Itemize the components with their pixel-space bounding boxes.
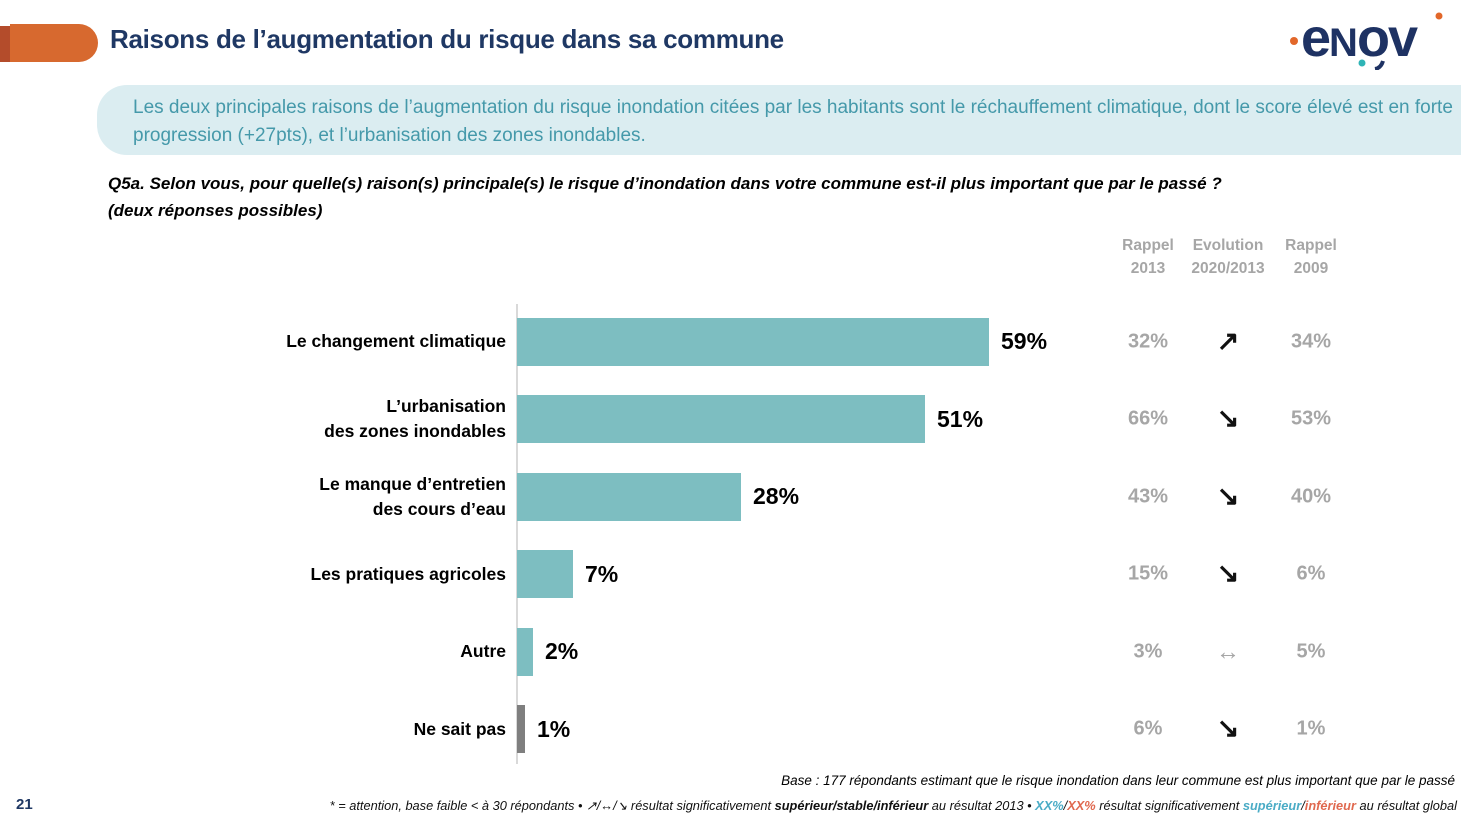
logo-dot-left — [1290, 37, 1298, 45]
value-label: 7% — [585, 560, 619, 587]
bar — [517, 705, 525, 754]
rappel-2013-value: 15% — [1127, 562, 1169, 585]
value-label: 1% — [537, 715, 571, 742]
trend-arrow-icon: ↔ — [1216, 638, 1240, 666]
rappel-2009-value: 1% — [1296, 717, 1326, 740]
bar-chart: Le changement climatique 59% 32% ↗ 34% L… — [0, 303, 1461, 768]
trend-arrow-icon: ↘ — [1216, 403, 1240, 434]
bar — [517, 472, 741, 521]
category-label: Le manque d’entretien des cours d’eau — [319, 473, 506, 519]
category-label: Autre — [460, 641, 506, 662]
summary-text: Les deux principales raisons de l’augmen… — [133, 97, 1453, 146]
rappel-2009-value: 53% — [1290, 407, 1332, 430]
rappel-2013-value: 43% — [1127, 485, 1169, 508]
footnote-legend: * = attention, base faible < à 30 répond… — [329, 798, 1457, 813]
rappel-2013-value: 32% — [1127, 330, 1169, 353]
page-number: 21 — [16, 796, 33, 813]
bar — [517, 550, 573, 599]
evolution-cell: ↘ — [1186, 405, 1270, 433]
logo-magnifier-handle — [1374, 60, 1385, 70]
evolution-cell: ↘ — [1186, 480, 1270, 511]
enov-logo: eNov — [1290, 8, 1443, 70]
chart-row: Les pratiques agricoles 7% 15% ↘ 6% — [0, 536, 1461, 614]
page-title: Raisons de l’augmentation du risque dans… — [110, 24, 784, 54]
question-line2: (deux réponses possibles) — [108, 201, 323, 220]
rappel-2009-value: 6% — [1296, 562, 1326, 585]
header-accent-pill — [10, 24, 98, 62]
rappel-2013-value: 66% — [1127, 407, 1169, 430]
evolution-cell: ↘ — [1186, 560, 1270, 588]
column-header-rappel-2009: Rappel 2009 — [1285, 237, 1337, 277]
bar — [517, 627, 533, 676]
column-header-rappel-2013: Rappel 2013 — [1122, 237, 1174, 277]
base-note: Base : 177 répondants estimant que le ri… — [781, 773, 1455, 788]
category-label: L’urbanisation des zones inondables — [324, 396, 506, 442]
chart-row: Le changement climatique 59% 32% ↗ 34% — [0, 303, 1461, 381]
chart-axis-line — [516, 304, 518, 764]
value-label: 28% — [753, 483, 800, 510]
bar — [517, 395, 925, 444]
trend-arrow-icon: ↘ — [1216, 558, 1240, 589]
chart-row: Ne sait pas 1% 6% ↘ 1% — [0, 691, 1461, 769]
rappel-2009-value: 34% — [1290, 330, 1332, 353]
chart-row: Le manque d’entretien des cours d’eau 28%… — [0, 458, 1461, 536]
trend-arrow-icon: ↗ — [1216, 325, 1240, 356]
value-label: 51% — [937, 405, 984, 432]
evolution-cell: ↘ — [1186, 715, 1270, 743]
value-label: 2% — [545, 638, 579, 665]
logo-dot-teal — [1358, 59, 1366, 67]
category-label: Ne sait pas — [413, 718, 506, 739]
rappel-2009-value: 5% — [1296, 640, 1326, 663]
trend-arrow-icon: ↘ — [1216, 713, 1240, 744]
bar — [517, 317, 989, 366]
logo-text: eNov — [1301, 8, 1418, 68]
chart-row: L’urbanisation des zones inondables 51% 6… — [0, 381, 1461, 459]
chart-row: Autre 2% 3% ↔ 5% — [0, 613, 1461, 691]
evolution-cell: ↗ — [1186, 325, 1270, 356]
summary-callout: Les deux principales raisons de l’augmen… — [97, 85, 1461, 155]
rappel-2009-value: 40% — [1290, 485, 1332, 508]
question-block: Q5a. Selon vous, pour quelle(s) raison(s… — [108, 170, 1222, 224]
column-header-evolution: Evolution 2020/2013 — [1191, 237, 1265, 277]
question-line1: Q5a. Selon vous, pour quelle(s) raison(s… — [108, 174, 1222, 193]
logo-dot-top — [1435, 12, 1443, 20]
rappel-2013-value: 3% — [1133, 640, 1163, 663]
category-label: Le changement climatique — [286, 331, 506, 352]
category-label: Les pratiques agricoles — [310, 563, 507, 584]
evolution-cell: ↔ — [1186, 638, 1270, 665]
rappel-2013-value: 6% — [1133, 717, 1163, 740]
trend-arrow-icon: ↘ — [1216, 480, 1240, 511]
value-label: 59% — [1001, 328, 1048, 355]
